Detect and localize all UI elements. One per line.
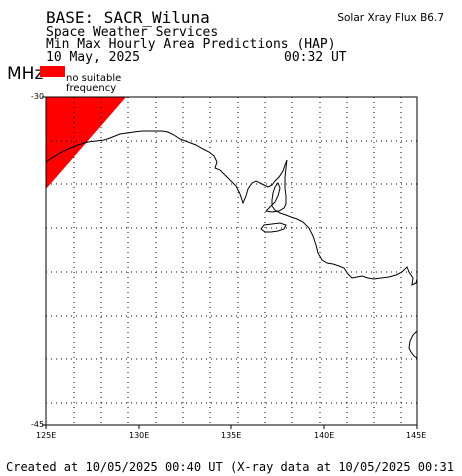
swatch-label-line1: no suitable <box>66 73 122 84</box>
base-title: BASE: SACR_Wiluna <box>46 8 210 27</box>
forecast-date: 10 May, 2025 <box>46 50 140 65</box>
created-timestamp: Created at 10/05/2025 00:40 UT (X-ray da… <box>6 460 462 474</box>
map-frame <box>45 96 418 426</box>
lon-label-130: 130E <box>129 431 150 440</box>
lon-label-145: 145E <box>406 431 427 440</box>
swatch-label-line2: frequency <box>66 83 117 94</box>
lon-label-135: 135E <box>221 431 242 440</box>
lat-label-bottom: -45 <box>31 420 45 429</box>
no-frequency-swatch <box>40 66 65 77</box>
map-grid <box>46 97 417 425</box>
coastline <box>45 130 418 359</box>
lon-label-125: 125E <box>36 431 57 440</box>
product-name: Min Max Hourly Area Predictions (HAP) <box>46 37 336 52</box>
forecast-time: 00:32 UT <box>284 50 347 65</box>
solar-flux-label: Solar Xray Flux B6.7 <box>337 12 444 24</box>
service-name: Space Weather Services <box>46 25 219 40</box>
lon-label-140: 140E <box>314 431 335 440</box>
unit-label: MHz <box>7 64 44 84</box>
lat-label-top: -30 <box>31 92 45 101</box>
